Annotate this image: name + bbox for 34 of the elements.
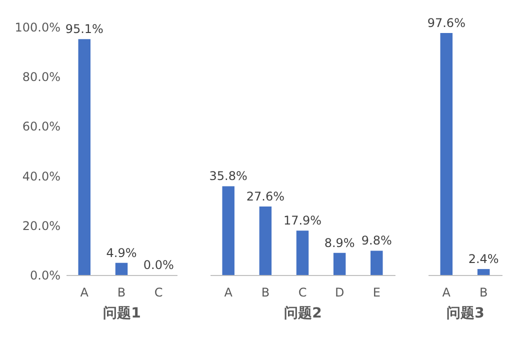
x-tick-label: B [117, 286, 126, 300]
y-tick-label: 80.0% [22, 70, 60, 84]
x-tick-label: B [479, 286, 488, 300]
data-label: 17.9% [283, 214, 322, 228]
data-label: 0.0% [143, 258, 174, 272]
data-label: 9.8% [361, 234, 392, 248]
bar [259, 206, 272, 275]
data-label: 95.1% [65, 22, 104, 36]
x-axis-title: 问题2 [284, 306, 322, 322]
x-tick-label: D [334, 286, 344, 300]
bar [370, 250, 383, 275]
y-tick-label: 0.0% [30, 268, 60, 282]
x-tick-label: A [80, 286, 90, 300]
x-tick-label: C [298, 286, 307, 300]
data-label: 2.4% [468, 252, 499, 266]
x-tick-label: E [372, 286, 380, 300]
y-tick-label: 20.0% [22, 218, 60, 233]
bar [296, 230, 309, 275]
x-tick-label: A [442, 286, 452, 300]
bar [222, 186, 234, 275]
y-tick-label: 100.0% [14, 20, 60, 34]
x-axis-title: 问题3 [446, 306, 484, 322]
data-label: 4.9% [106, 246, 137, 260]
x-tick-label: B [261, 286, 270, 300]
y-tick-label: 60.0% [22, 120, 60, 134]
data-label: 97.6% [427, 16, 466, 30]
data-label: 35.8% [209, 169, 248, 184]
y-tick-label: 40.0% [22, 169, 60, 184]
data-label: 27.6% [246, 190, 284, 204]
data-label: 8.9% [324, 236, 355, 250]
bar [333, 252, 346, 275]
x-tick-label: C [154, 286, 163, 300]
x-tick-label: A [224, 286, 234, 300]
x-axis-title: 问题1 [103, 306, 141, 322]
